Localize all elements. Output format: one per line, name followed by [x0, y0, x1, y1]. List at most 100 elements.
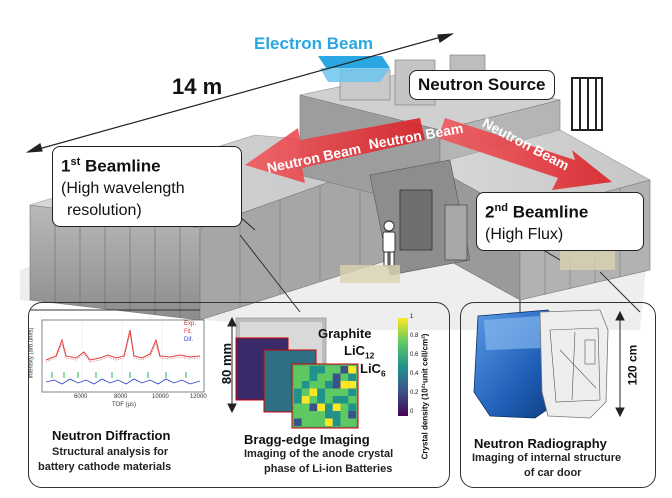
heatmap-cell: [309, 373, 318, 381]
diffraction-fit-line: [45, 329, 201, 361]
colorbar-label: Crystal density (10²¹unit cell/cm²): [420, 333, 430, 460]
beamline-1-line2: (High wavelength: [61, 179, 185, 197]
heatmap-cell: [301, 411, 310, 419]
heatmap-cell: [294, 411, 302, 419]
graphite-label: Graphite: [318, 326, 372, 341]
heatmap-cell: [332, 366, 341, 374]
heatmap-cell: [309, 403, 318, 411]
bragg-line1: Imaging of the anode crystal: [244, 448, 394, 460]
heatmap-cell: [340, 403, 349, 411]
floor-plate-1: [340, 265, 400, 283]
heatmap-cell: [301, 418, 310, 426]
detector-door: [399, 189, 433, 251]
heatmap-cell: [301, 381, 310, 389]
heatmap-cell: [325, 411, 333, 419]
heatmap-cell: [317, 373, 325, 381]
colorbar-tick-3: 0.4: [410, 371, 419, 377]
heatmap-cell: [332, 388, 341, 396]
bragg-dim-label: 80 mm: [219, 342, 235, 385]
diffraction-line2: battery cathode materials: [38, 461, 172, 473]
lic12-label: LiC12: [344, 343, 374, 361]
heatmap-cell: [348, 411, 356, 419]
heatmap-cell: [348, 381, 356, 389]
heatmap-cell: [325, 388, 333, 396]
lic12-sub: 12: [364, 350, 375, 361]
heatmap-cell: [309, 411, 318, 419]
diffraction-line1: Structural analysis for: [52, 446, 169, 458]
heatmap-cell: [340, 373, 349, 381]
heatmap-cell: [325, 418, 333, 426]
radiography-line1: Imaging of internal structure: [472, 452, 622, 464]
heatmap-cell: [309, 366, 318, 374]
beamline-2-title: Beamline: [512, 202, 589, 222]
electron-beam-arrow: [318, 56, 390, 68]
bragg-line2: phase of Li-ion Batteries: [264, 463, 393, 475]
lic6-sub: 6: [380, 368, 386, 379]
diffraction-tick-3: 12000: [190, 394, 207, 400]
neutron-beam-left-arrow: [245, 118, 425, 183]
heatmap-cell: [340, 388, 349, 396]
bragg-dimension-arrow: [227, 316, 237, 414]
car-door-images: [473, 309, 609, 419]
heatmap-cell: [301, 403, 310, 411]
beamline-1-line3: resolution): [67, 201, 142, 219]
heatmap-cell: [301, 373, 310, 381]
heatmap-cell: [317, 411, 325, 419]
colorbar-tick-0: 1: [410, 314, 414, 320]
heatmap-cell: [317, 396, 325, 404]
bragg-title: Bragg-edge Imaging: [244, 432, 370, 447]
heatmap-cell: [294, 418, 302, 426]
diffraction-legend-dif: Dif.: [184, 337, 193, 343]
heatmap-cell: [348, 366, 356, 374]
heatmap-cell: [294, 366, 302, 374]
heatmap-cell: [332, 381, 341, 389]
car-door-radiograph: [539, 309, 609, 419]
beamline-2-number: 2: [485, 202, 495, 222]
heatmap-cell: [340, 396, 349, 404]
diffraction-plot: [41, 319, 205, 393]
colorbar-tick-5: 0: [410, 409, 414, 415]
colorbar-tick-4: 0.2: [410, 390, 419, 396]
heatmap-cell: [340, 418, 349, 426]
heatmap-cell: [325, 381, 333, 389]
heatmap-cell: [317, 403, 325, 411]
neutron-source-callout: Neutron Source: [409, 70, 555, 100]
diffraction-tick-2: 10000: [152, 394, 169, 400]
connector-right-2: [599, 271, 641, 313]
heatmap-cell: [348, 396, 356, 404]
beamline-1-number: 1: [61, 156, 71, 176]
lic6-text: LiC: [360, 361, 381, 376]
neutron-source-label: Neutron Source: [418, 75, 546, 94]
heatmap-cell: [294, 381, 302, 389]
floor-plate-2: [560, 250, 615, 270]
beamline-2-line2: (High Flux): [485, 225, 564, 243]
diffraction-title: Neutron Diffraction: [52, 428, 171, 443]
diffraction-diff-line: [45, 378, 201, 385]
diffraction-tick-0: 6000: [74, 394, 88, 400]
bragg-colorbar: [398, 318, 408, 416]
heatmap-cell: [294, 373, 302, 381]
connector-left-2: [239, 234, 301, 313]
heatmap-cell: [317, 418, 325, 426]
lic6-label: LiC6: [360, 361, 386, 379]
colorbar-tick-2: 0.6: [410, 352, 419, 358]
heatmap-cell: [317, 388, 325, 396]
heatmap-cell: [325, 366, 333, 374]
beamline-2-callout: 2nd Beamline (High Flux): [476, 192, 644, 251]
person-icon: [382, 220, 396, 267]
heatmap-cell: [309, 381, 318, 389]
electron-beam-body: [320, 68, 390, 82]
heatmap-cell: [301, 396, 310, 404]
diffraction-bragg-panel: [28, 302, 450, 488]
scale-dimension-line: [25, 33, 455, 153]
radiography-panel: [460, 302, 656, 488]
heatmap-cell: [348, 373, 356, 381]
radiography-line2: of car door: [524, 467, 582, 479]
diffraction-tick-1: 8000: [114, 394, 128, 400]
heatmap-cell: [332, 411, 341, 419]
heatmap-cell: [294, 396, 302, 404]
door-dim-label: 120 cm: [625, 344, 640, 386]
heatmap-cell: [309, 396, 318, 404]
heatmap-cell: [340, 366, 349, 374]
